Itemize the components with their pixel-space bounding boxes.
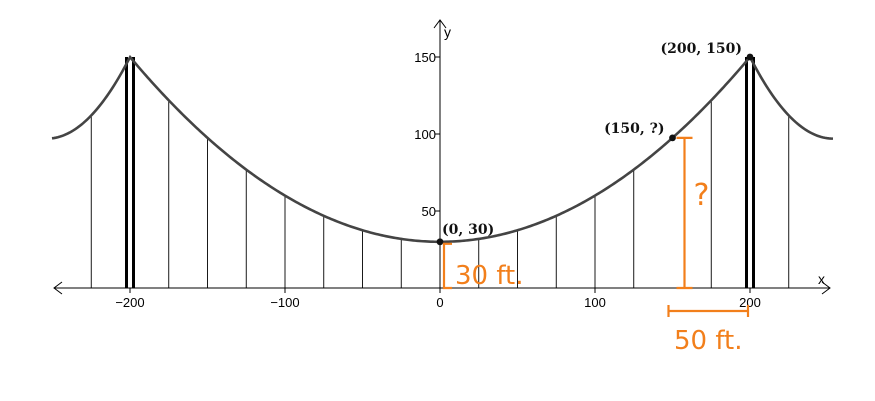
point-marker: [436, 238, 444, 246]
handwritten-annotations: 30 ft. ? 50 ft.: [442, 136, 750, 356]
y-tick-label: 150: [414, 50, 436, 65]
y-tick-label: 50: [422, 204, 436, 219]
towers: [125, 57, 755, 288]
y-tick-label: 100: [414, 127, 436, 142]
height-bracket: [442, 242, 452, 290]
x-axis-label: x: [818, 271, 825, 287]
x-tick-label: 200: [739, 295, 761, 310]
suspender-cables: [90, 100, 790, 288]
width-bracket: [667, 305, 750, 317]
x-tick-label: 100: [584, 295, 606, 310]
x-tick-label: 0: [436, 295, 443, 310]
coordinate-axes: x y −200 −100 0 100 200 50 100 150: [53, 19, 831, 310]
point-label: (0, 30): [442, 222, 494, 238]
point-label: (150, ?): [604, 121, 664, 137]
point-marker: [746, 53, 754, 61]
unknown-height-bracket: [676, 136, 693, 290]
labeled-points: (0, 30) (150, ?) (200, 150): [436, 41, 754, 246]
x-tick-label: −200: [115, 295, 144, 310]
width-annotation: 50 ft.: [674, 326, 743, 356]
point-marker: [669, 134, 676, 142]
x-tick-label: −100: [270, 295, 299, 310]
unknown-height-annotation: ?: [694, 178, 710, 213]
x-axis-right-arrow: [821, 281, 831, 295]
x-axis-ticks: −200 −100 0 100 200: [115, 288, 761, 310]
x-axis-left-arrow: [53, 281, 63, 295]
y-axis-ticks: 50 100 150: [414, 50, 440, 219]
y-axis-top-arrow: [433, 19, 447, 29]
point-label: (200, 150): [661, 41, 742, 57]
y-axis-label: y: [444, 24, 451, 40]
height-annotation: 30 ft.: [455, 261, 524, 291]
